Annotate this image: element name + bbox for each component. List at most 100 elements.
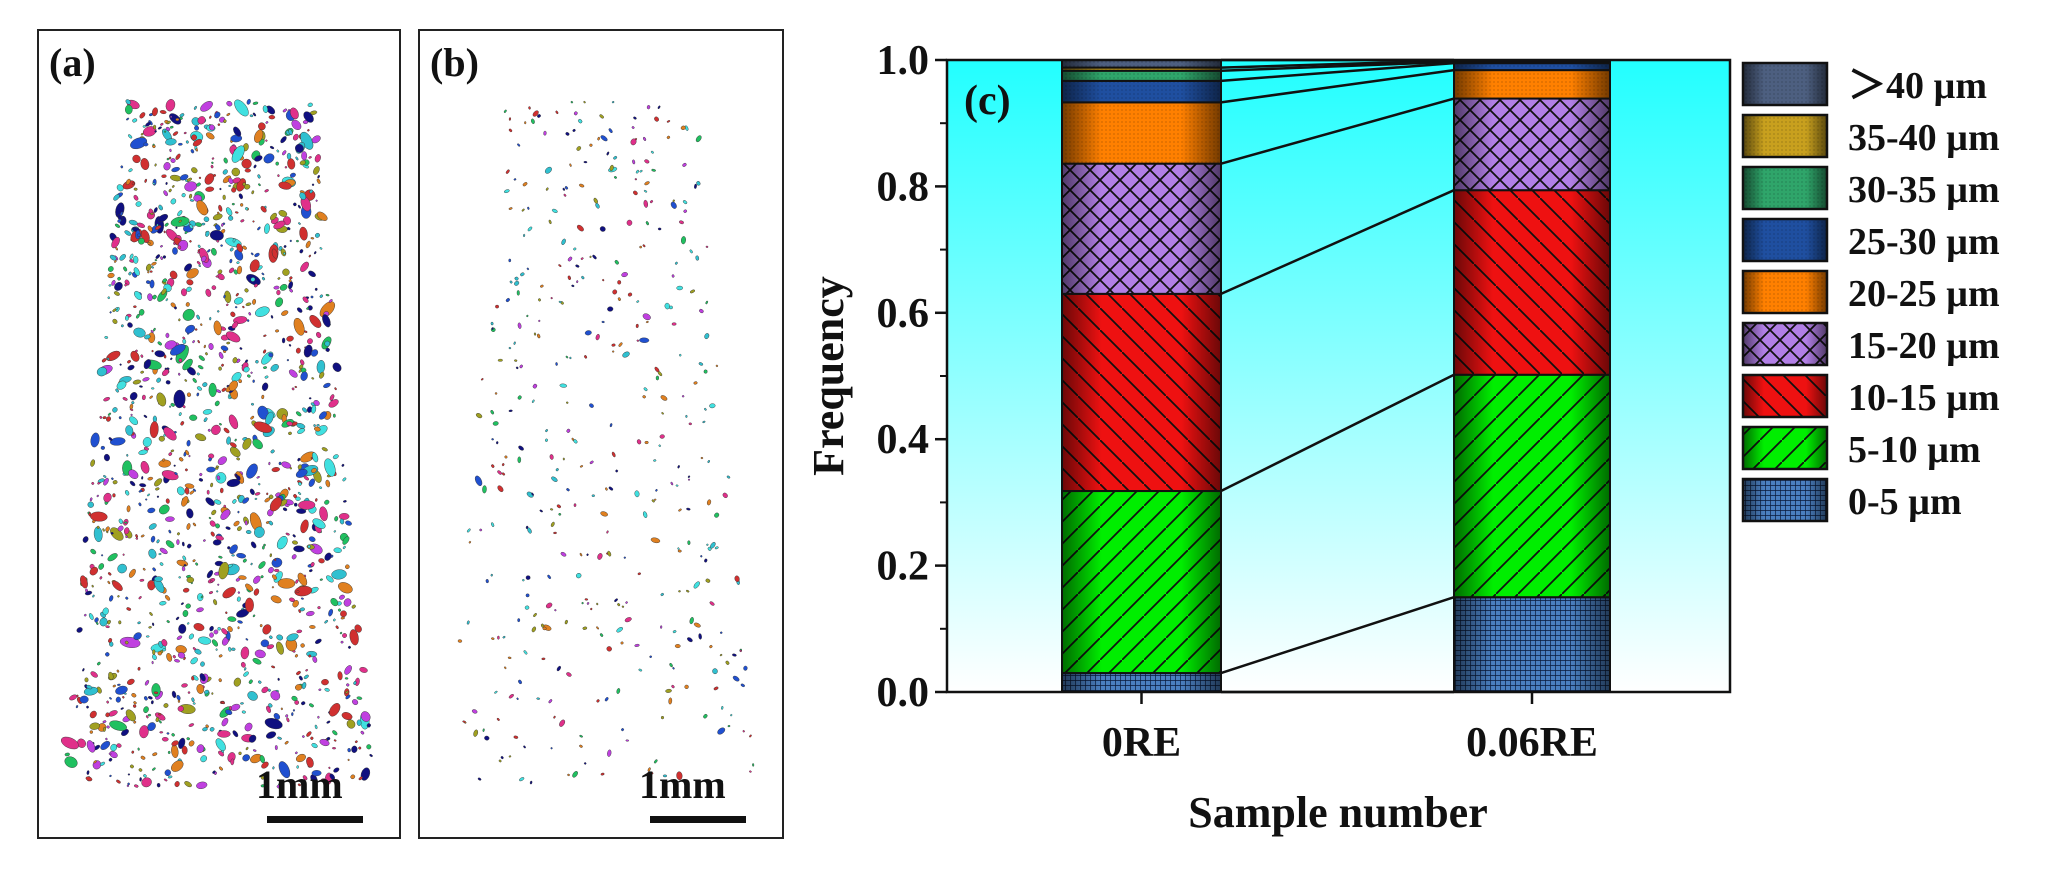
pore-particle — [89, 710, 97, 719]
bar-segment — [1453, 189, 1611, 376]
pore-particle — [105, 737, 108, 741]
pore-particle — [97, 478, 105, 483]
pore-particle — [310, 736, 314, 740]
pore-particle — [283, 245, 287, 248]
pore-particle — [202, 409, 213, 415]
pore-particle — [187, 543, 192, 549]
pore-particle — [170, 357, 173, 361]
pore-particle — [107, 580, 111, 585]
pore-particle — [250, 415, 255, 420]
legend-label: 10-15 µm — [1848, 377, 2000, 419]
pore-particle — [316, 211, 328, 221]
pore-particle — [276, 149, 280, 153]
bar-segment — [1453, 596, 1611, 694]
pore-particle — [175, 226, 178, 229]
pore-particle — [295, 347, 301, 354]
pore-particle — [282, 150, 287, 156]
pore-particle — [220, 345, 229, 352]
pore-particle — [212, 770, 216, 774]
pore-particle — [211, 692, 214, 695]
pore-particle — [169, 270, 178, 280]
pore-particle — [324, 499, 330, 505]
pore-particle — [107, 619, 111, 625]
pore-particle — [316, 424, 320, 427]
pore-particle — [218, 678, 222, 683]
pore-particle — [144, 178, 147, 183]
pore-particle — [182, 338, 187, 345]
pore-particle — [157, 126, 162, 130]
pore-particle — [298, 222, 301, 225]
pore-particle — [250, 371, 253, 374]
pore-particle — [147, 225, 153, 232]
pore-particle — [168, 529, 172, 534]
pore-particle — [246, 463, 258, 479]
pore-particle — [237, 626, 240, 630]
pore-particle — [124, 521, 128, 524]
pore-particle — [191, 697, 195, 703]
pore-particle — [254, 252, 260, 258]
pore-particle — [303, 330, 308, 333]
pore-particle — [321, 679, 329, 686]
pore-particle — [190, 657, 198, 665]
pore-particle — [257, 226, 261, 231]
pore-particle — [218, 204, 223, 212]
pore-particle — [118, 518, 124, 525]
pore-particle — [328, 766, 331, 769]
pore-particle — [222, 169, 228, 175]
pore-particle — [270, 449, 275, 454]
pore-particle — [211, 161, 214, 164]
pore-particle — [205, 352, 208, 356]
pore-particle — [338, 582, 353, 594]
pore-particle — [273, 285, 280, 290]
pore-particle — [284, 740, 289, 745]
pore-particle — [205, 132, 215, 140]
pore-particle — [232, 238, 236, 243]
pore-particle — [124, 230, 132, 236]
pore-particle — [210, 531, 215, 537]
pore-particle — [265, 731, 277, 739]
pore-particle — [254, 649, 266, 659]
pore-particle — [242, 305, 245, 309]
pore-particle — [211, 424, 221, 435]
pore-particle — [127, 360, 131, 364]
pore-particle — [180, 602, 184, 605]
pore-particle — [253, 164, 257, 169]
pore-particle — [262, 624, 272, 635]
pore-particle — [305, 240, 311, 249]
pore-particle — [263, 153, 275, 164]
pore-particle — [295, 156, 299, 161]
pore-particle — [247, 374, 251, 378]
pore-particle — [268, 567, 274, 574]
pore-particle — [323, 382, 331, 389]
pore-particle — [113, 291, 120, 296]
pore-particle — [140, 158, 150, 170]
pore-particle — [96, 367, 108, 377]
pore-particle — [354, 624, 362, 633]
pore-particle — [293, 502, 298, 507]
pore-particle — [311, 452, 319, 463]
pore-particle — [266, 492, 269, 496]
pore-particle — [133, 327, 146, 338]
pore-particle — [329, 773, 335, 780]
pore-particle — [151, 387, 155, 390]
pore-particle — [155, 487, 160, 491]
pore-particle — [198, 355, 205, 361]
pore-particle — [107, 272, 115, 279]
legend: ＞40 µm 35-40 µm 30-35 µm 25-30 µm 20-25 µm 15… — [1741, 61, 2000, 523]
pore-particle — [324, 687, 330, 692]
pore-particle — [218, 555, 223, 559]
pore-particle — [169, 125, 174, 129]
pore-particle — [193, 623, 205, 632]
bar-segment — [1061, 672, 1222, 693]
pore-particle — [195, 148, 198, 152]
pore-particle — [277, 277, 281, 280]
pore-particle — [273, 571, 283, 583]
y-tick-label: 0.2 — [877, 544, 930, 590]
pore-particle — [127, 782, 130, 786]
pore-particle — [145, 263, 152, 272]
pore-particle — [337, 671, 343, 681]
pore-particle — [196, 607, 204, 613]
pore-particle — [208, 516, 212, 520]
pore-particle — [144, 334, 151, 340]
pore-particle — [189, 224, 194, 229]
